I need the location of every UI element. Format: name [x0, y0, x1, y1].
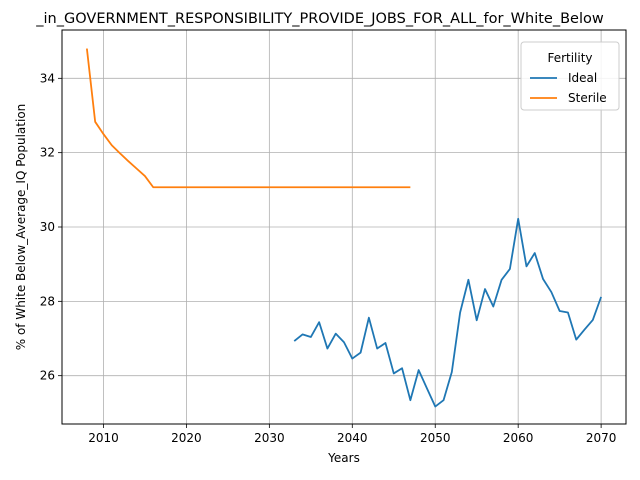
legend: Fertility Ideal Sterile — [520, 41, 620, 111]
x-tick-label: 2060 — [503, 431, 534, 445]
x-tick-label: 2040 — [337, 431, 368, 445]
y-tick-label: 34 — [40, 71, 55, 85]
y-tick-label: 26 — [40, 369, 55, 383]
ticks: 2010 2020 2030 2040 2050 2060 2070 26 28 30 32 34 — [40, 71, 617, 445]
x-tick-label: 2050 — [420, 431, 451, 445]
series-line-ideal — [293, 217, 602, 408]
y-axis-label: % of White Below_Average_IQ Population — [14, 104, 28, 351]
legend-title: Fertility — [547, 51, 592, 65]
legend-label-sterile: Sterile — [568, 91, 607, 105]
y-tick-label: 30 — [40, 220, 55, 234]
x-tick-label: 2010 — [88, 431, 119, 445]
y-tick-label: 28 — [40, 294, 55, 308]
y-tick-label: 32 — [40, 146, 55, 160]
x-tick-label: 2070 — [586, 431, 617, 445]
grid — [62, 30, 626, 424]
x-axis-label: Years — [327, 451, 360, 465]
legend-box — [520, 41, 620, 111]
x-tick-label: 2020 — [171, 431, 202, 445]
legend-label-ideal: Ideal — [568, 71, 597, 85]
x-tick-label: 2030 — [254, 431, 285, 445]
series-line-sterile — [85, 48, 411, 189]
chart-title: _in_GOVERNMENT_RESPONSIBILITY_PROVIDE_JO… — [35, 11, 604, 27]
series-layer — [85, 48, 602, 408]
